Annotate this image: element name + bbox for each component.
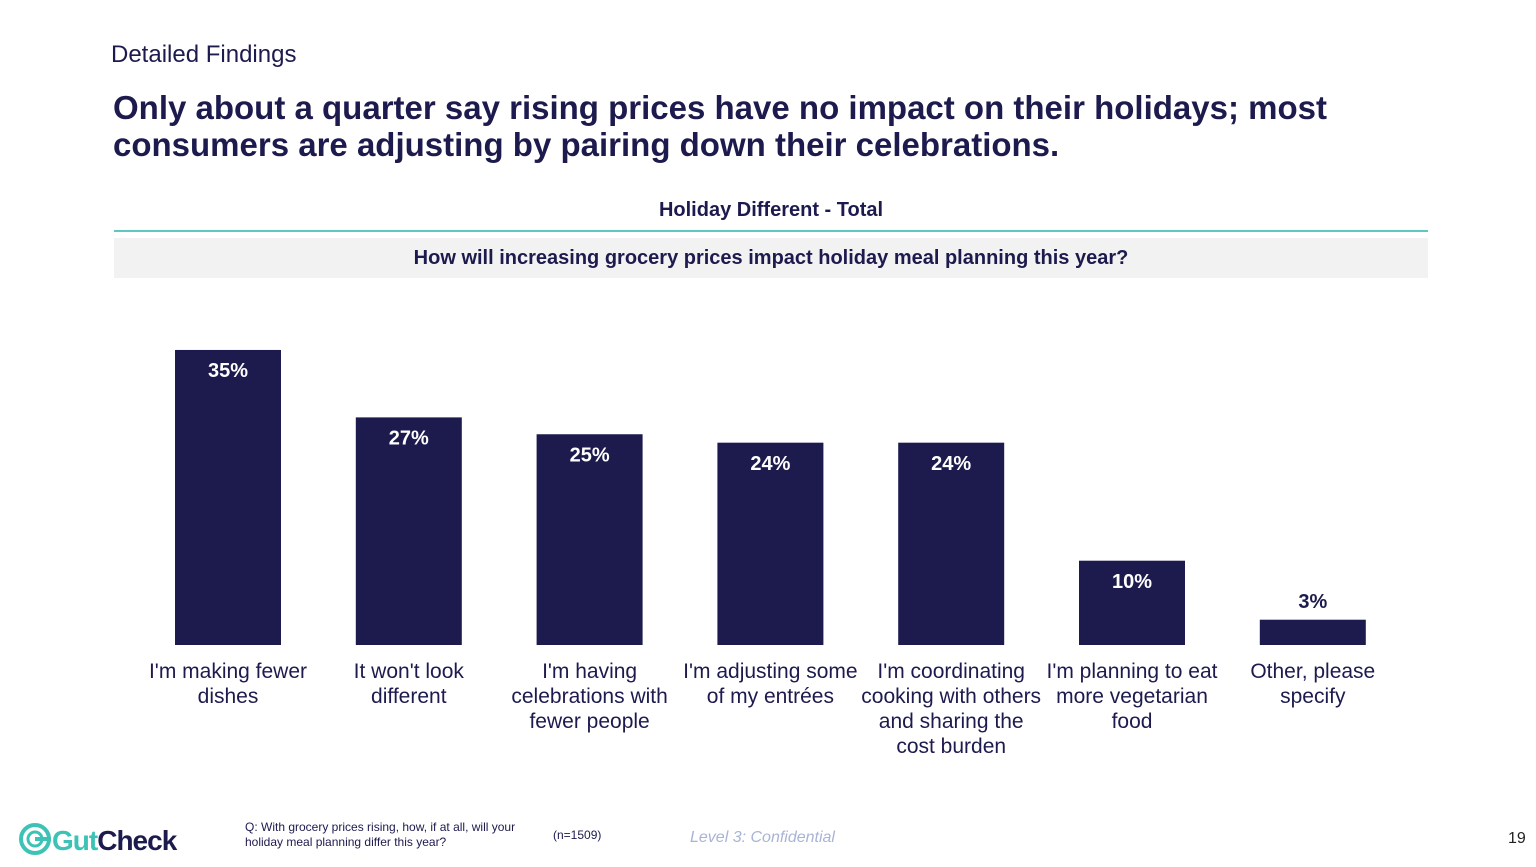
x-tick-label: It won't look different bbox=[353, 660, 464, 708]
x-tick-label: I'm making fewer dishes bbox=[148, 660, 308, 708]
value-label: 24% bbox=[750, 453, 790, 475]
value-label: 35% bbox=[208, 360, 248, 382]
slide-title: Only about a quarter say rising prices h… bbox=[113, 89, 1327, 163]
value-label: 10% bbox=[1112, 571, 1152, 593]
bar bbox=[717, 442, 824, 645]
x-tick-label: I'm planning to eat more vegetarian food bbox=[1046, 660, 1218, 733]
chart-subtitle: How will increasing grocery prices impac… bbox=[114, 238, 1428, 278]
bar bbox=[175, 349, 281, 645]
bar bbox=[355, 417, 462, 645]
sample-size: (n=1509) bbox=[553, 828, 602, 842]
x-tick-label: Other, please specify bbox=[1250, 660, 1376, 708]
confidentiality: Level 3: Confidential bbox=[690, 829, 835, 846]
logo: GutCheck bbox=[18, 822, 177, 857]
kicker: Detailed Findings bbox=[111, 41, 297, 68]
divider bbox=[114, 230, 1428, 232]
logo-icon bbox=[19, 823, 51, 855]
value-label: 24% bbox=[931, 453, 971, 475]
value-label: 25% bbox=[570, 445, 610, 467]
bar bbox=[1259, 619, 1366, 645]
x-tick-label: I'm having celebrations with fewer peopl… bbox=[511, 660, 668, 733]
value-label: 3% bbox=[1298, 591, 1327, 613]
bar bbox=[1079, 560, 1185, 645]
value-label: 27% bbox=[389, 428, 429, 450]
page-number: 19 bbox=[1508, 830, 1526, 847]
bar bbox=[898, 442, 1005, 645]
logo-text: Gut bbox=[52, 825, 98, 856]
chart-title: Holiday Different - Total bbox=[658, 199, 884, 221]
logo-text: Check bbox=[97, 825, 177, 856]
bar bbox=[536, 434, 643, 645]
question-note: Q: With grocery prices rising, how, if a… bbox=[245, 820, 516, 849]
x-tick-label: I'm adjusting some of my entrées bbox=[683, 660, 858, 708]
x-tick-label: I'm coordinating cooking with others and… bbox=[861, 660, 1042, 758]
